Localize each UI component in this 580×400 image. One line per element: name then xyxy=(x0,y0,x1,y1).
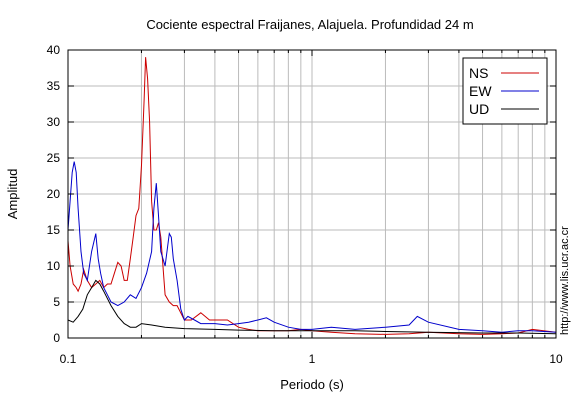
y-tick-label: 5 xyxy=(53,295,60,309)
y-tick-label: 0 xyxy=(53,331,60,345)
y-tick-label: 30 xyxy=(47,115,61,129)
y-tick-label: 35 xyxy=(47,79,61,93)
series-layer xyxy=(67,57,557,335)
credit-annotation: http://www.lis.ucr.ac.cr xyxy=(559,226,571,335)
y-tick-label: 20 xyxy=(47,187,61,201)
legend-label-ud: UD xyxy=(469,101,489,117)
y-axis-label: Amplitud xyxy=(5,169,20,220)
y-tick-label: 40 xyxy=(47,43,61,57)
series-line-ud xyxy=(67,279,557,335)
axis-ticks: 0.1 1 10 0 5 10 15 20 25 30 35 40 xyxy=(47,43,563,366)
y-tick-label: 10 xyxy=(47,259,61,273)
x-axis-label: Periodo (s) xyxy=(280,377,344,392)
legend-label-ew: EW xyxy=(469,83,492,99)
series-line-ns xyxy=(67,57,557,335)
y-tick-label: 25 xyxy=(47,151,61,165)
chart-title: Cociente espectral Fraijanes, Alajuela. … xyxy=(146,17,473,32)
y-tick-label: 15 xyxy=(47,223,61,237)
legend: NS EW UD xyxy=(462,57,548,125)
x-tick-label: 10 xyxy=(549,352,563,366)
series-line-ew xyxy=(67,161,557,333)
x-tick-label: 1 xyxy=(309,352,316,366)
x-tick-label: 0.1 xyxy=(60,352,77,366)
legend-label-ns: NS xyxy=(469,65,488,81)
